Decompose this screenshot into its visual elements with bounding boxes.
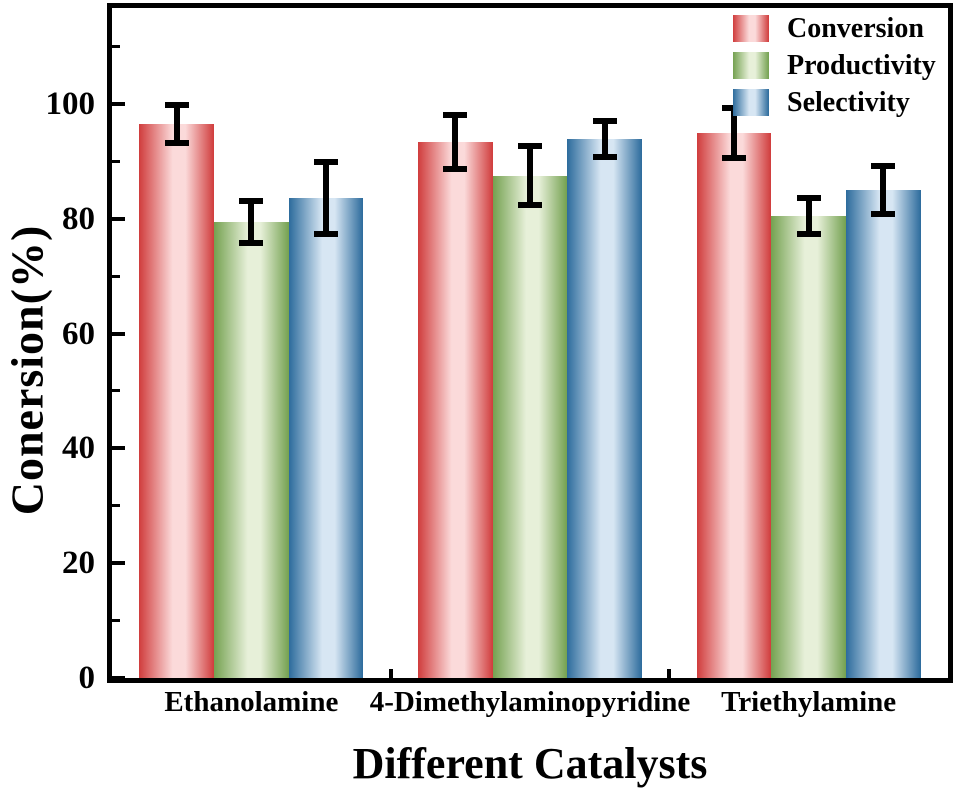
legend-swatch-selectivity (733, 89, 769, 116)
legend-label-conversion: Conversion (787, 13, 924, 44)
error-bar-conversion-triethylamine-line (730, 108, 737, 158)
error-bar-productivity-triethylamine-cap-bottom (796, 230, 821, 237)
legend-item-conversion: Conversion (733, 13, 936, 44)
error-bar-selectivity-triethylamine-line (880, 165, 887, 215)
x-boundary-tick-1 (388, 669, 393, 678)
error-bar-selectivity-4-dimethylaminopyridine-line (601, 120, 608, 158)
x-axis-title: Different Catalysts (352, 739, 708, 788)
y-major-tick-80 (112, 216, 125, 221)
plot-area: Conversion Productivity Selectivity (107, 3, 953, 683)
x-tick-label-4-dimethylaminopyridine: 4-Dimethylaminopyridine (369, 686, 691, 718)
error-bar-conversion-ethanolamine-line (173, 105, 180, 143)
y-major-tick-40 (112, 446, 125, 451)
y-axis-title: Conersion(%) (1, 224, 53, 516)
y-minor-tick-110 (112, 44, 120, 48)
legend: Conversion Productivity Selectivity (733, 13, 936, 118)
y-major-tick-0 (112, 676, 125, 680)
legend-swatch-productivity (733, 52, 769, 79)
error-bar-productivity-triethylamine-line (805, 198, 812, 234)
error-bar-selectivity-triethylamine-cap-top (871, 162, 896, 169)
bar-selectivity-ethanolamine (288, 198, 364, 678)
y-minor-tick-10 (112, 619, 120, 623)
y-tick-label-100: 100 (45, 85, 96, 122)
y-tick-label-40: 40 (62, 430, 95, 467)
error-bar-productivity-ethanolamine-cap-bottom (239, 240, 264, 247)
bar-conversion-ethanolamine (139, 123, 214, 678)
legend-label-productivity: Productivity (787, 50, 936, 81)
error-bar-productivity-ethanolamine-cap-top (239, 197, 264, 204)
y-minor-tick-50 (112, 389, 120, 393)
y-major-tick-20 (112, 561, 125, 566)
x-boundary-tick-2 (667, 669, 672, 678)
bar-conversion-4-dimethylaminopyridine (417, 141, 493, 678)
bar-selectivity-triethylamine (846, 190, 921, 678)
legend-label-selectivity: Selectivity (787, 87, 910, 118)
bar-productivity-triethylamine (771, 215, 846, 678)
error-bar-conversion-4-dimethylaminopyridine-line (452, 114, 459, 169)
y-major-tick-100 (112, 101, 125, 106)
x-tick-label-triethylamine: Triethylamine (721, 686, 897, 718)
y-minor-tick-70 (112, 274, 120, 278)
y-tick-label-20: 20 (62, 545, 95, 582)
bar-productivity-4-dimethylaminopyridine (492, 175, 568, 678)
error-bar-conversion-triethylamine-cap-bottom (721, 154, 746, 161)
error-bar-productivity-ethanolamine-line (248, 200, 255, 244)
x-tick-label-ethanolamine: Ethanolamine (164, 686, 339, 718)
error-bar-conversion-ethanolamine-cap-top (164, 102, 189, 109)
y-tick-label-0: 0 (78, 660, 96, 696)
error-bar-selectivity-4-dimethylaminopyridine-cap-bottom (592, 154, 617, 161)
error-bar-productivity-4-dimethylaminopyridine-cap-top (518, 142, 542, 149)
error-bar-conversion-4-dimethylaminopyridine-cap-top (443, 111, 468, 118)
error-bar-conversion-4-dimethylaminopyridine-cap-bottom (443, 165, 468, 172)
y-tick-label-60: 60 (62, 315, 95, 352)
error-bar-productivity-4-dimethylaminopyridine-cap-bottom (518, 202, 542, 209)
bar-conversion-triethylamine (696, 133, 772, 678)
error-bar-selectivity-ethanolamine-line (323, 161, 329, 235)
error-bar-selectivity-4-dimethylaminopyridine-cap-top (592, 117, 617, 124)
legend-item-selectivity: Selectivity (733, 87, 936, 118)
y-minor-tick-30 (112, 504, 120, 508)
legend-swatch-conversion (733, 15, 769, 42)
error-bar-conversion-ethanolamine-cap-bottom (164, 139, 189, 146)
bar-productivity-ethanolamine (213, 222, 289, 678)
error-bar-selectivity-ethanolamine-cap-bottom (314, 231, 338, 238)
error-bar-selectivity-triethylamine-cap-bottom (871, 211, 896, 218)
legend-item-productivity: Productivity (733, 50, 936, 81)
bar-selectivity-4-dimethylaminopyridine (567, 138, 642, 678)
error-bar-productivity-triethylamine-cap-top (796, 195, 821, 202)
error-bar-productivity-4-dimethylaminopyridine-line (527, 145, 533, 206)
y-minor-tick-90 (112, 159, 120, 163)
error-bar-selectivity-ethanolamine-cap-top (314, 158, 338, 165)
y-tick-label-80: 80 (62, 200, 95, 237)
y-major-tick-60 (112, 331, 125, 336)
